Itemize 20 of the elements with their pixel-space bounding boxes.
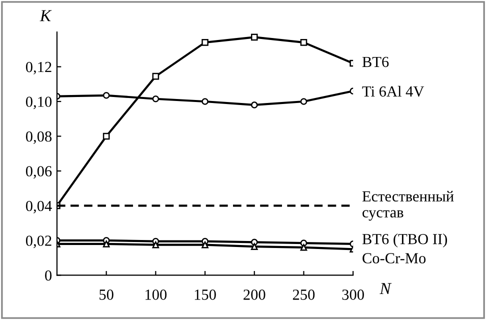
series-label: BT6 bbox=[362, 56, 389, 68]
y-tick-label: 0 bbox=[45, 270, 52, 281]
x-tick-label: 300 bbox=[342, 290, 364, 300]
x-tick-label: 50 bbox=[100, 290, 114, 300]
y-tick-label: 0,04 bbox=[26, 200, 52, 214]
y-tick-label: 0,02 bbox=[26, 236, 52, 248]
y-tick-label: 0,06 bbox=[26, 166, 52, 179]
x-tick-label: 200 bbox=[244, 290, 266, 300]
y-tick-label: 0,08 bbox=[26, 131, 52, 144]
series-label: BT6 (TBO II) bbox=[362, 234, 447, 248]
x-tick-label: 150 bbox=[194, 290, 216, 300]
x-tick-label: 250 bbox=[292, 290, 315, 300]
series-label: Co-Cr-Mo bbox=[362, 253, 426, 264]
y-axis-title: K bbox=[40, 10, 52, 22]
x-axis-title: N bbox=[380, 283, 392, 294]
series-label: Ti 6Al 4V bbox=[362, 86, 424, 97]
x-tick-label: 100 bbox=[146, 290, 167, 300]
y-tick-label: 0,12 bbox=[26, 62, 52, 74]
y-tick-label: 0,10 bbox=[26, 96, 52, 110]
series-label: Естественный сустав bbox=[362, 190, 454, 221]
